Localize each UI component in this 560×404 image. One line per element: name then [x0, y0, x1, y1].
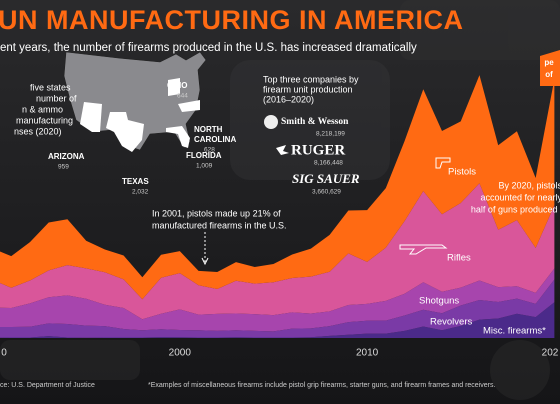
annotation: of — [545, 70, 553, 79]
annotation: pe — [544, 58, 554, 67]
state-name: FLORIDA — [186, 151, 222, 160]
series-label: Pistols — [448, 167, 476, 178]
map-intro: manufacturing — [16, 115, 73, 125]
series-label: Revolvers — [430, 317, 472, 328]
company-name: Smith & Wesson — [281, 117, 349, 127]
pistol-icon — [435, 157, 451, 169]
company-value: 8,218,199 — [316, 131, 345, 138]
area-4 — [0, 75, 555, 300]
map-intro: number of — [36, 93, 77, 103]
annotation: half of guns produced i — [471, 204, 560, 214]
map-intro: nses (2020) — [14, 126, 62, 136]
state-name: TEXAS — [122, 177, 149, 186]
company-name: SIG SAUER — [292, 171, 360, 186]
state-name: ARIZONA — [48, 152, 85, 161]
company-value: 3,660,629 — [312, 189, 341, 196]
map-intro: five states — [30, 82, 71, 92]
area-1 — [0, 279, 555, 338]
us-map — [63, 51, 207, 152]
brand-logos — [264, 115, 289, 155]
rifle-icon — [399, 244, 448, 255]
x-tick-label: 0 — [1, 348, 7, 359]
annotation: accounted for nearly — [480, 192, 560, 202]
state-value: 644 — [177, 93, 188, 100]
company-name: RUGER — [291, 142, 345, 158]
x-tick-label: 202 — [542, 348, 559, 359]
companies-heading: Top three companies by — [263, 74, 359, 84]
annotation: By 2020, pistols — [498, 180, 560, 190]
subtitle: ent years, the number of firearms produc… — [0, 42, 417, 54]
series-label: Shotguns — [419, 296, 459, 307]
source: ce: U.S. Department of Justice — [0, 382, 95, 389]
state-value: 1,009 — [196, 163, 213, 170]
annotation: In 2001, pistols made up 21% of — [152, 208, 281, 218]
state-value: 628 — [204, 147, 215, 154]
company-value: 8,166,448 — [314, 160, 343, 167]
state-value: 2,032 — [132, 189, 149, 196]
state-name: OHIO — [167, 81, 187, 90]
companies-heading: firearm unit production — [263, 84, 353, 94]
corner-badge — [540, 50, 560, 86]
area-2 — [0, 268, 555, 332]
title: UN MANUFACTURING IN AMERICA — [0, 5, 463, 35]
state-name: NORTH — [194, 125, 223, 134]
map-intro: n & ammo — [22, 104, 63, 114]
x-tick-label: 2010 — [356, 348, 379, 359]
area-3 — [0, 183, 555, 320]
x-tick-label: 2000 — [169, 348, 192, 359]
series-label: Rifles — [447, 253, 471, 264]
annotation: manufactured firearms in the U.S. — [152, 220, 287, 230]
annotation-arrow — [201, 257, 209, 266]
companies-heading: (2016–2020) — [263, 94, 314, 104]
footnote: *Examples of miscellaneous firearms incl… — [148, 382, 495, 389]
state-name: CAROLINA — [194, 135, 236, 144]
series-label: Misc. firearms* — [483, 326, 546, 337]
plot-area — [0, 75, 555, 338]
area-0 — [0, 302, 555, 338]
state-value: 959 — [58, 164, 69, 171]
